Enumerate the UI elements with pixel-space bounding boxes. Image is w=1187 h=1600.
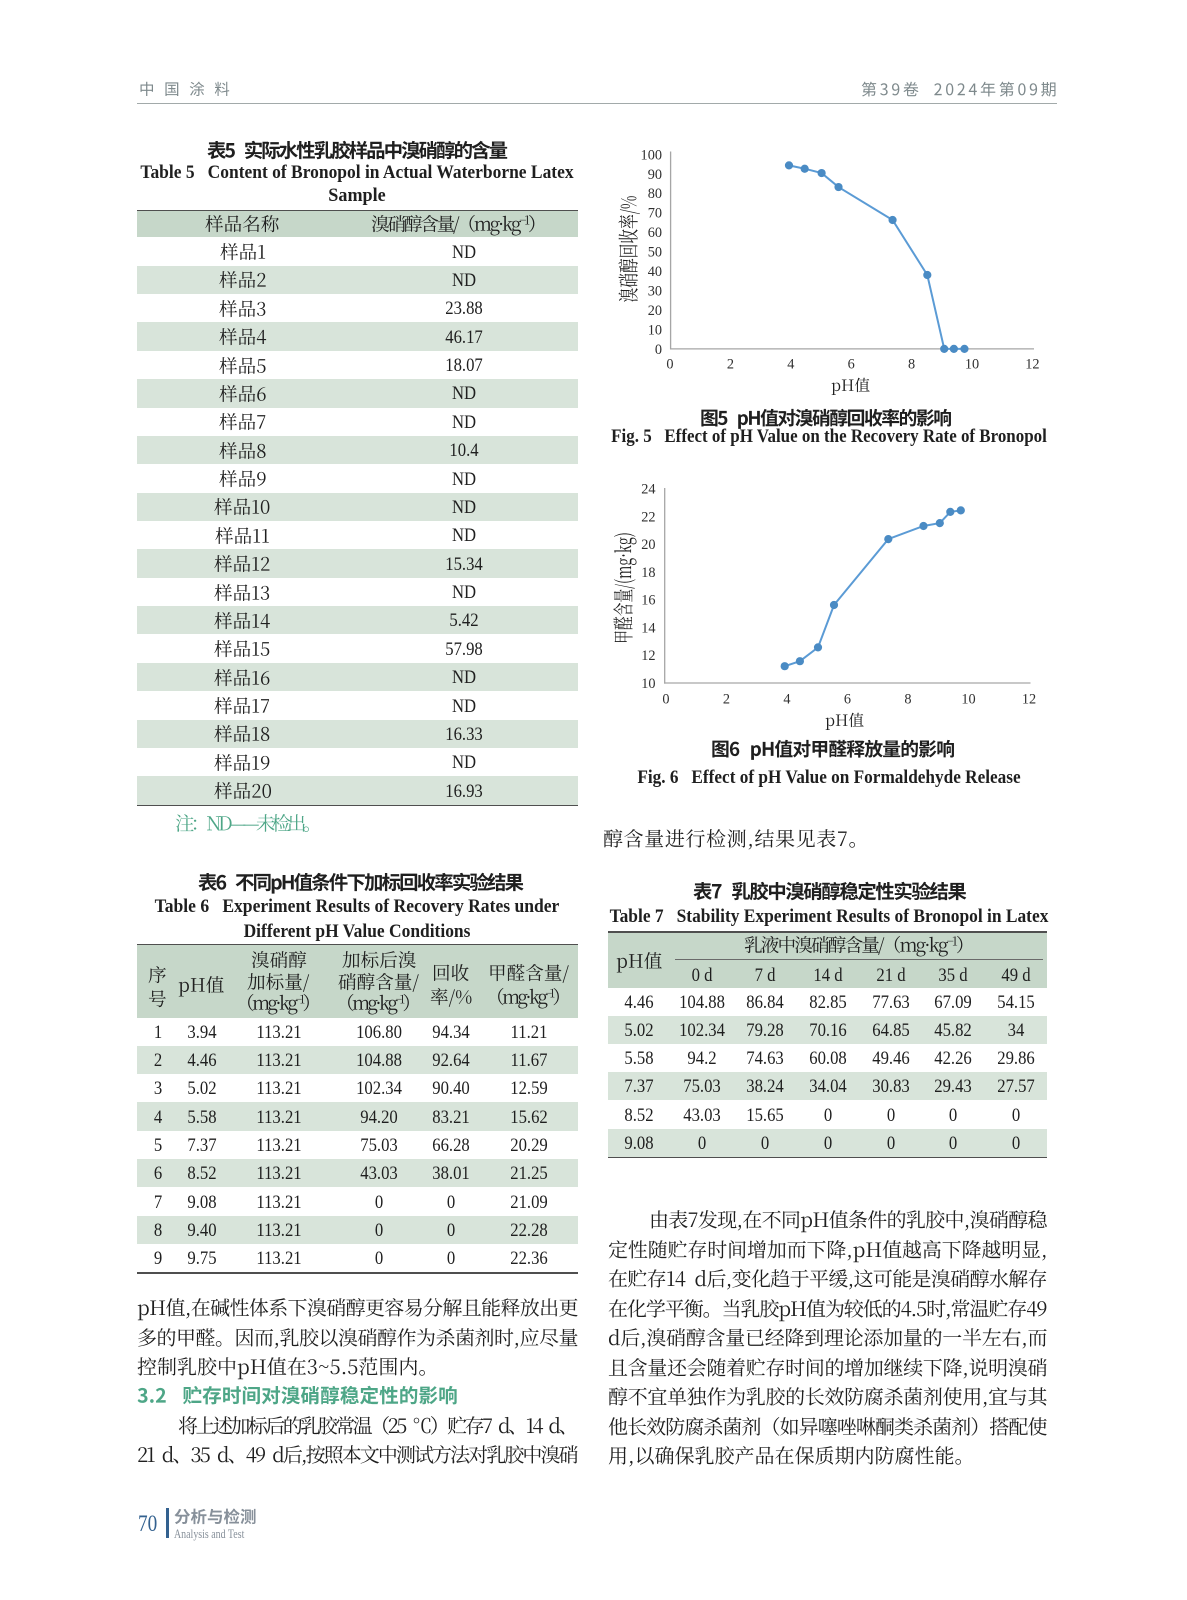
svg-text:12: 12 bbox=[1025, 357, 1039, 373]
svg-text:8: 8 bbox=[908, 357, 915, 373]
svg-text:20: 20 bbox=[648, 303, 662, 319]
svg-text:24: 24 bbox=[641, 482, 655, 498]
svg-text:0: 0 bbox=[666, 357, 673, 373]
svg-text:12: 12 bbox=[1022, 692, 1036, 708]
svg-text:10: 10 bbox=[961, 692, 975, 708]
svg-text:50: 50 bbox=[648, 245, 662, 261]
svg-text:10: 10 bbox=[641, 676, 655, 692]
svg-text:12: 12 bbox=[641, 648, 655, 664]
svg-text:18: 18 bbox=[641, 565, 655, 581]
svg-text:60: 60 bbox=[648, 225, 662, 241]
svg-text:4: 4 bbox=[783, 692, 790, 708]
svg-text:90: 90 bbox=[648, 167, 662, 183]
svg-text:2: 2 bbox=[727, 357, 734, 373]
svg-text:8: 8 bbox=[904, 692, 911, 708]
svg-text:0: 0 bbox=[655, 342, 662, 358]
svg-text:20: 20 bbox=[641, 537, 655, 553]
svg-text:16: 16 bbox=[641, 593, 655, 609]
svg-text:14: 14 bbox=[641, 620, 655, 636]
svg-text:2: 2 bbox=[723, 692, 730, 708]
svg-text:70: 70 bbox=[648, 206, 662, 222]
svg-text:80: 80 bbox=[648, 186, 662, 202]
svg-text:30: 30 bbox=[648, 283, 662, 299]
svg-text:22: 22 bbox=[641, 509, 655, 525]
svg-text:0: 0 bbox=[662, 692, 669, 708]
svg-text:100: 100 bbox=[641, 147, 662, 163]
svg-text:10: 10 bbox=[648, 322, 662, 338]
svg-text:6: 6 bbox=[848, 357, 855, 373]
svg-text:10: 10 bbox=[965, 357, 979, 373]
svg-text:40: 40 bbox=[648, 264, 662, 280]
svg-text:6: 6 bbox=[844, 692, 851, 708]
svg-text:4: 4 bbox=[787, 357, 794, 373]
